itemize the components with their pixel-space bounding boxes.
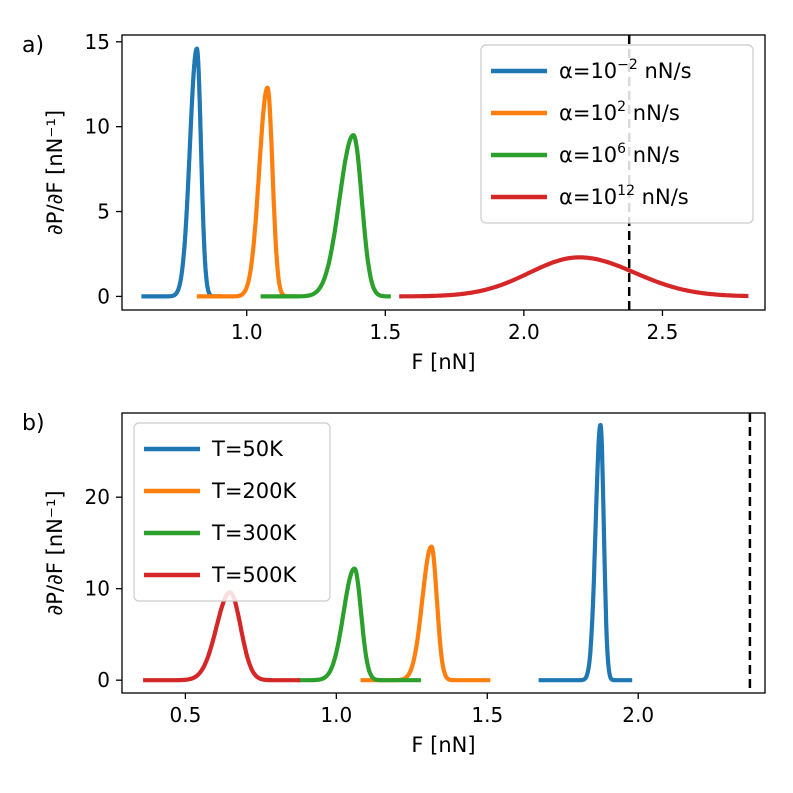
plot-frame <box>121 412 766 694</box>
y-tick-label: 15 <box>85 30 110 54</box>
series-layer <box>141 422 635 683</box>
legend-box <box>480 44 754 224</box>
series-line-3 <box>295 566 423 683</box>
x-tick-label: 1.5 <box>471 703 503 727</box>
y-tick-label: 5 <box>97 200 110 224</box>
legend-label: α=102 nN/s <box>559 99 680 125</box>
series-line-2 <box>195 85 299 299</box>
x-tick-label: 2.5 <box>647 320 679 344</box>
tick-layer: 0.5 1.0 1.5 2.0 0 10 20 <box>85 485 655 727</box>
x-tick-label: 0.5 <box>169 703 201 727</box>
panel-a: a) 1.0 1.5 2.0 2.5 0 5 10 15 F [nN] ∂P/∂F [nN⁻¹… <box>22 30 766 374</box>
legend: α=10−2 nN/s α=102 nN/s α=106 nN/s α=1012 nN… <box>480 44 754 224</box>
series-line-3 <box>258 133 393 299</box>
series-line-1 <box>139 46 224 299</box>
tick-layer: 1.0 1.5 2.0 2.5 0 5 10 15 <box>85 30 679 344</box>
series-line-2 <box>358 544 492 683</box>
series-line-4 <box>398 255 750 299</box>
x-tick-label: 1.0 <box>320 703 352 727</box>
legend-label: T=200K <box>211 479 298 503</box>
x-tick-label: 2.0 <box>508 320 540 344</box>
legend-box <box>133 422 331 602</box>
legend-label: T=300K <box>211 521 298 545</box>
y-tick-label: 20 <box>85 485 110 509</box>
legend-label: T=500K <box>211 563 298 587</box>
x-tick-label: 1.5 <box>369 320 401 344</box>
panel-b: b) 0.5 1.0 1.5 2.0 0 10 20 F [nN] ∂P/∂F [nN⁻¹]… <box>22 411 766 757</box>
y-tick-label: 0 <box>97 668 110 692</box>
legend-label: α=1012 nN/s <box>559 183 689 209</box>
plot-frame <box>121 34 766 311</box>
panel-label: a) <box>22 33 44 58</box>
y-axis-label: ∂P/∂F [nN⁻¹] <box>43 490 67 615</box>
legend-label: T=50K <box>211 437 284 461</box>
legend: T=50K T=200K T=300K T=500K <box>133 422 331 602</box>
panel-label: b) <box>22 411 45 436</box>
series-line-4 <box>141 590 302 683</box>
x-tick-label: 2.0 <box>622 703 654 727</box>
y-tick-label: 0 <box>97 284 110 308</box>
series-layer <box>139 46 750 299</box>
x-axis-label: F [nN] <box>411 350 475 374</box>
y-axis-label: ∂P/∂F [nN⁻¹] <box>43 110 67 235</box>
series-line-1 <box>536 422 635 683</box>
x-tick-label: 1.0 <box>231 320 263 344</box>
x-axis-label: F [nN] <box>411 733 475 757</box>
legend-label: α=10−2 nN/s <box>559 57 692 83</box>
legend-label: α=106 nN/s <box>559 141 680 167</box>
y-tick-label: 10 <box>85 115 110 139</box>
y-tick-label: 10 <box>85 577 110 601</box>
